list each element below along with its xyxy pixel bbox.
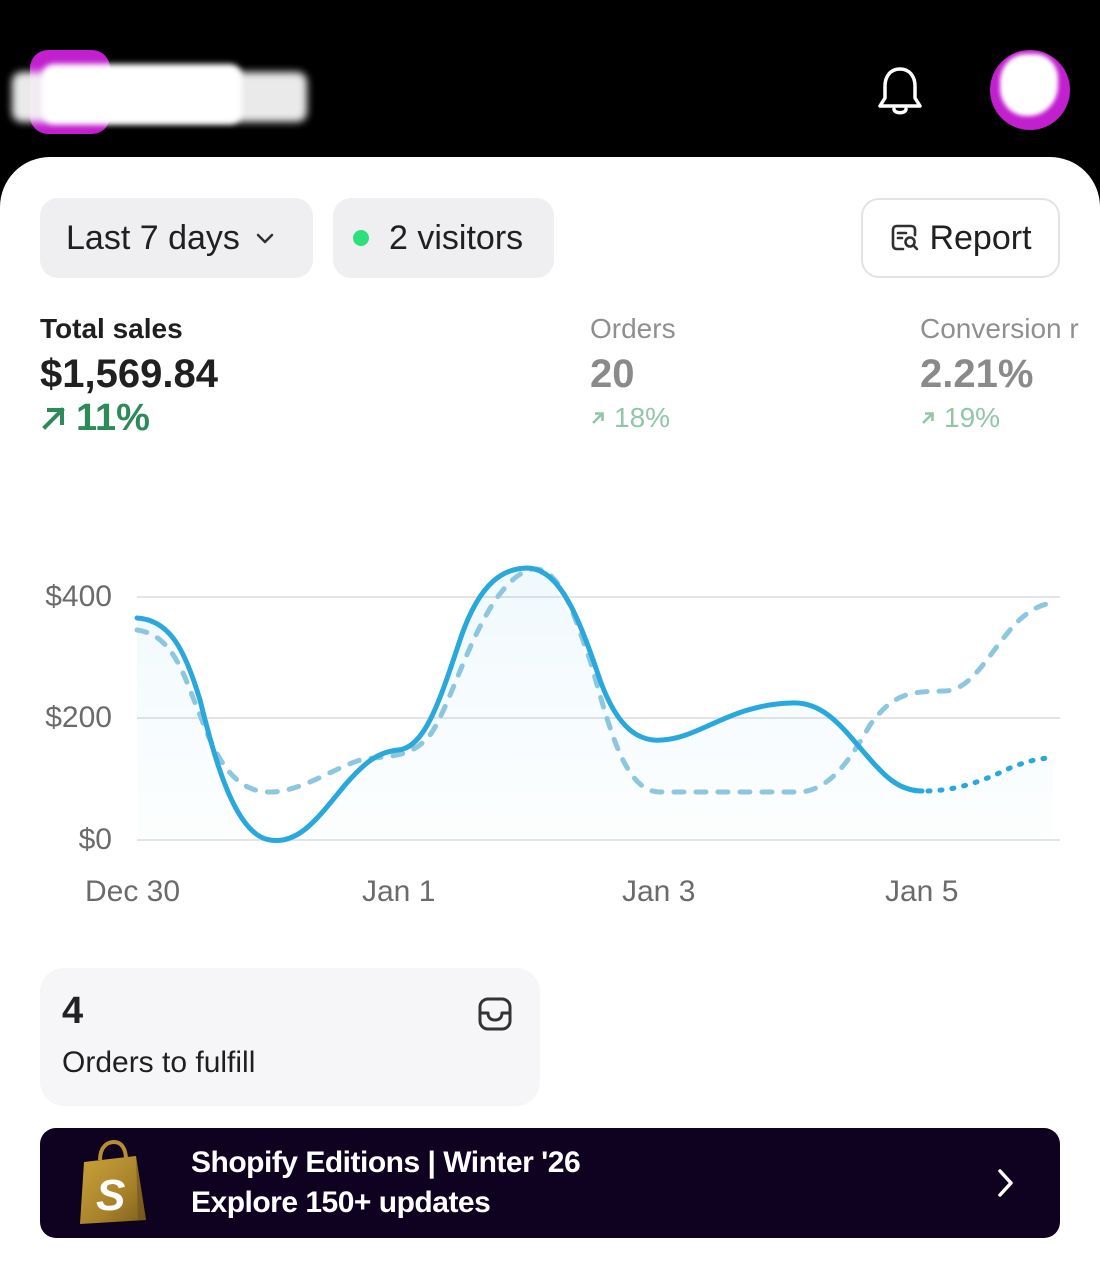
- y-tick-label: $400: [45, 580, 112, 613]
- report-label: Report: [929, 218, 1032, 257]
- banner-subtitle: Explore 150+ updates: [191, 1186, 491, 1219]
- svg-text:S: S: [96, 1171, 125, 1220]
- trend-up-icon: [592, 412, 604, 424]
- x-tick-label: Jan 3: [622, 875, 696, 908]
- metric-value: 2.21%: [920, 352, 1034, 396]
- orders-to-fulfill-label: Orders to fulfill: [62, 1046, 256, 1079]
- inbox-icon: [478, 997, 512, 1031]
- orders-to-fulfill-card[interactable]: 4 Orders to fulfill: [40, 968, 540, 1106]
- metric-conversion-rate[interactable]: Conversion r 2.21% 19%: [920, 312, 1079, 438]
- metric-total-sales[interactable]: Total sales $1,569.84 11%: [40, 312, 218, 438]
- trend-up-icon: [42, 407, 65, 430]
- metric-label: Total sales: [40, 313, 183, 344]
- y-tick-label: $200: [45, 701, 112, 734]
- metric-delta: 19%: [920, 398, 1079, 438]
- metric-value: 20: [590, 352, 635, 396]
- report-search-icon: [892, 224, 919, 251]
- avatar[interactable]: [990, 50, 1070, 130]
- live-status-dot: [353, 230, 369, 246]
- banner-title: Shopify Editions | Winter '26: [191, 1146, 581, 1179]
- date-range-selector[interactable]: Last 7 days: [40, 198, 313, 278]
- x-tick-label: Dec 30: [85, 875, 181, 908]
- shopify-editions-banner[interactable]: S Shopify Editions | Winter '26 Explore …: [40, 1128, 1060, 1238]
- metric-label: Orders: [590, 313, 676, 344]
- shopify-bag-icon: S: [80, 1140, 146, 1224]
- metric-delta: 18%: [590, 398, 676, 438]
- report-button[interactable]: Report: [861, 198, 1060, 278]
- metric-label: Conversion r: [920, 313, 1079, 344]
- metric-value: $1,569.84: [40, 352, 218, 396]
- top-bar: [0, 0, 1100, 160]
- current-period-line: [134, 565, 925, 844]
- x-tick-label: Jan 5: [885, 875, 959, 908]
- chevron-right-icon: [998, 1169, 1013, 1197]
- x-tick-label: Jan 1: [362, 875, 436, 908]
- orders-to-fulfill-count: 4: [62, 990, 84, 1032]
- live-visitors-button[interactable]: 2 visitors: [333, 198, 554, 278]
- chart-plot: [134, 565, 1060, 844]
- metric-orders[interactable]: Orders 20 18%: [590, 312, 676, 438]
- chevron-down-icon: [256, 233, 274, 244]
- y-tick-label: $0: [78, 823, 112, 856]
- date-range-label: Last 7 days: [66, 218, 240, 257]
- live-visitors-label: 2 visitors: [389, 218, 524, 257]
- projection-line: [925, 755, 1056, 794]
- metric-delta: 11%: [40, 398, 218, 438]
- sales-chart[interactable]: $400 $200 $0 Dec 30 Jan 1 Jan 3 Jan 5: [0, 540, 1100, 930]
- trend-up-icon: [922, 412, 934, 424]
- bell-icon[interactable]: [874, 64, 926, 118]
- store-name-redacted-overlay: [42, 64, 242, 124]
